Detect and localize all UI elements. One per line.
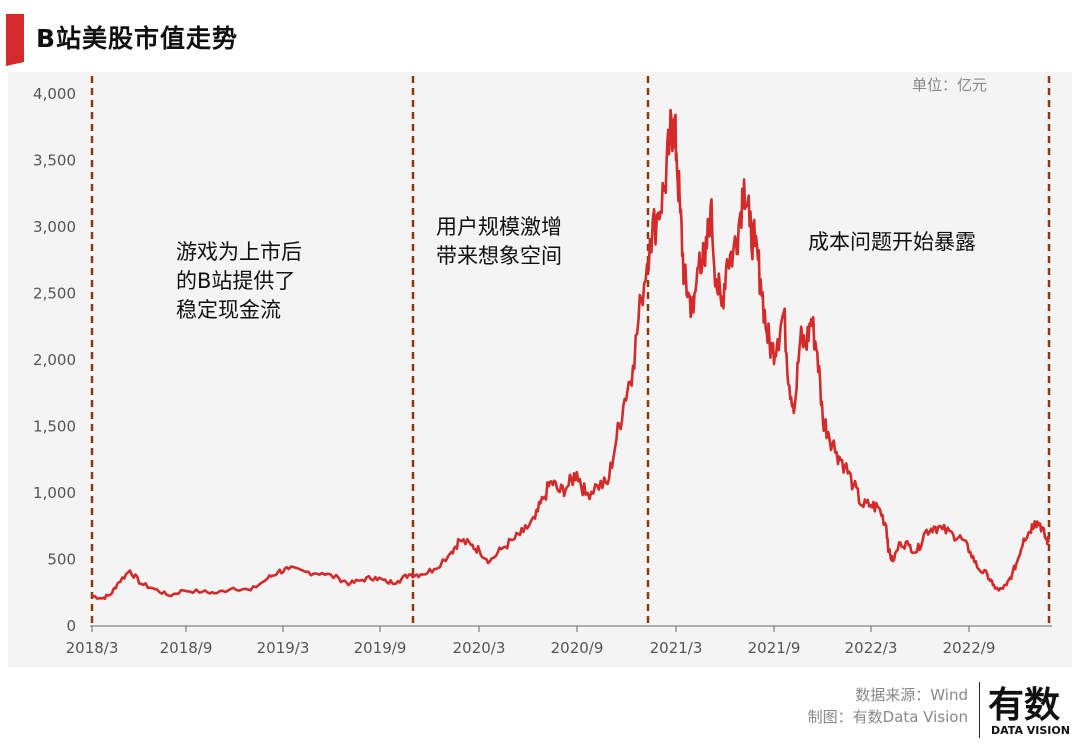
x-axis: 2018/3 2018/9 2019/3 2019/9 2020/3 2020/9 2021… [66, 625, 1052, 657]
y-tick-label: 3,500 [33, 152, 76, 170]
x-tick-label: 2020/9 [551, 639, 604, 657]
y-tick-label: 2,500 [33, 285, 76, 303]
x-tick-label: 2018/3 [66, 639, 119, 657]
x-tick-label: 2021/9 [748, 639, 801, 657]
annotation-phase-3: 成本问题开始暴露 [808, 228, 976, 257]
series-line [91, 108, 1051, 601]
y-tick-label: 4,000 [33, 85, 76, 103]
annotation-phase-1-line-3: 稳定现金流 [176, 298, 281, 322]
y-tick-label: 500 [47, 551, 76, 569]
chart-title: B站美股市值走势 [36, 24, 239, 53]
brand-logo: 有数 [988, 685, 1061, 726]
unit-label: 单位：亿元 [912, 76, 988, 94]
series-group [91, 108, 1051, 601]
x-tick-label: 2022/3 [845, 639, 898, 657]
x-tick-label: 2020/3 [453, 639, 506, 657]
y-axis: 0 500 1,000 1,500 2,000 2,500 3,000 3,500 4,000 [33, 85, 76, 635]
title-accent [6, 14, 24, 66]
x-tick-label: 2018/9 [160, 639, 213, 657]
annotation-phase-3-line-1: 成本问题开始暴露 [808, 230, 976, 254]
y-tick-label: 1,500 [33, 418, 76, 436]
y-tick-label: 1,000 [33, 484, 76, 502]
plot-area [8, 72, 1072, 667]
x-tick-label: 2021/3 [650, 639, 703, 657]
annotation-phase-2: 用户规模激增 带来想象空间 [436, 213, 562, 271]
logo-divider [979, 682, 980, 738]
phase-dividers [90, 76, 1051, 626]
chart-credit: 制图：有数Data Vision [807, 708, 968, 726]
annotation-phase-1: 游戏为上市后 的B站提供了 稳定现金流 [176, 238, 302, 325]
annotation-phase-1-line-1: 游戏为上市后 [176, 240, 302, 264]
x-tick-label: 2022/9 [943, 639, 996, 657]
x-tick-label: 2019/3 [257, 639, 310, 657]
y-tick-label: 2,000 [33, 351, 76, 369]
annotation-phase-1-line-2: 的B站提供了 [176, 269, 296, 293]
data-source: 数据来源：Wind [855, 686, 968, 704]
x-tick-label: 2019/9 [354, 639, 407, 657]
title-bar: B站美股市值走势 [0, 0, 1080, 68]
brand-logo-subtitle: DATA VISION [991, 724, 1070, 737]
annotation-phase-2-line-2: 带来想象空间 [436, 244, 562, 268]
annotation-phase-2-line-1: 用户规模激增 [436, 215, 562, 239]
y-tick-label: 0 [66, 617, 76, 635]
y-tick-label: 3,000 [33, 218, 76, 236]
